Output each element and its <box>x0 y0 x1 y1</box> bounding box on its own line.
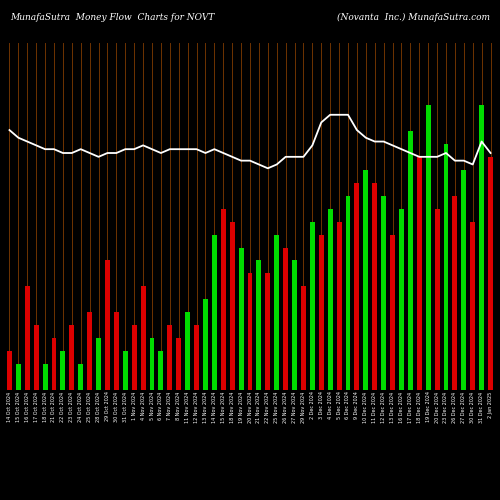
Bar <box>150 338 154 390</box>
Bar <box>479 105 484 390</box>
Bar <box>60 351 66 390</box>
Bar <box>426 105 430 390</box>
Bar <box>354 183 360 390</box>
Bar <box>399 208 404 390</box>
Bar <box>452 196 458 390</box>
Bar <box>470 222 475 390</box>
Bar <box>212 234 217 390</box>
Bar <box>390 234 395 390</box>
Bar <box>16 364 21 390</box>
Bar <box>266 274 270 390</box>
Bar <box>221 208 226 390</box>
Bar <box>70 325 74 390</box>
Bar <box>42 364 48 390</box>
Bar <box>336 222 342 390</box>
Bar <box>78 364 83 390</box>
Bar <box>417 157 422 390</box>
Bar <box>346 196 350 390</box>
Bar <box>185 312 190 390</box>
Bar <box>444 144 448 390</box>
Bar <box>434 208 440 390</box>
Bar <box>114 312 119 390</box>
Bar <box>301 286 306 390</box>
Bar <box>274 234 279 390</box>
Bar <box>310 222 315 390</box>
Bar <box>462 170 466 390</box>
Bar <box>319 234 324 390</box>
Bar <box>364 170 368 390</box>
Bar <box>34 325 38 390</box>
Bar <box>238 248 244 390</box>
Bar <box>96 338 101 390</box>
Bar <box>87 312 92 390</box>
Bar <box>328 208 332 390</box>
Bar <box>52 338 57 390</box>
Bar <box>381 196 386 390</box>
Bar <box>292 260 297 390</box>
Text: MunafaSutra  Money Flow  Charts for NOVT: MunafaSutra Money Flow Charts for NOVT <box>10 12 214 22</box>
Text: (Novanta  Inc.) MunafaSutra.com: (Novanta Inc.) MunafaSutra.com <box>337 12 490 22</box>
Bar <box>203 300 208 390</box>
Bar <box>408 131 413 390</box>
Bar <box>7 351 12 390</box>
Bar <box>158 351 164 390</box>
Bar <box>283 248 288 390</box>
Bar <box>248 274 252 390</box>
Bar <box>372 183 377 390</box>
Bar <box>140 286 145 390</box>
Bar <box>230 222 234 390</box>
Bar <box>25 286 29 390</box>
Bar <box>256 260 262 390</box>
Bar <box>176 338 181 390</box>
Bar <box>168 325 172 390</box>
Bar <box>132 325 136 390</box>
Bar <box>123 351 128 390</box>
Bar <box>194 325 199 390</box>
Bar <box>488 157 493 390</box>
Bar <box>105 260 110 390</box>
